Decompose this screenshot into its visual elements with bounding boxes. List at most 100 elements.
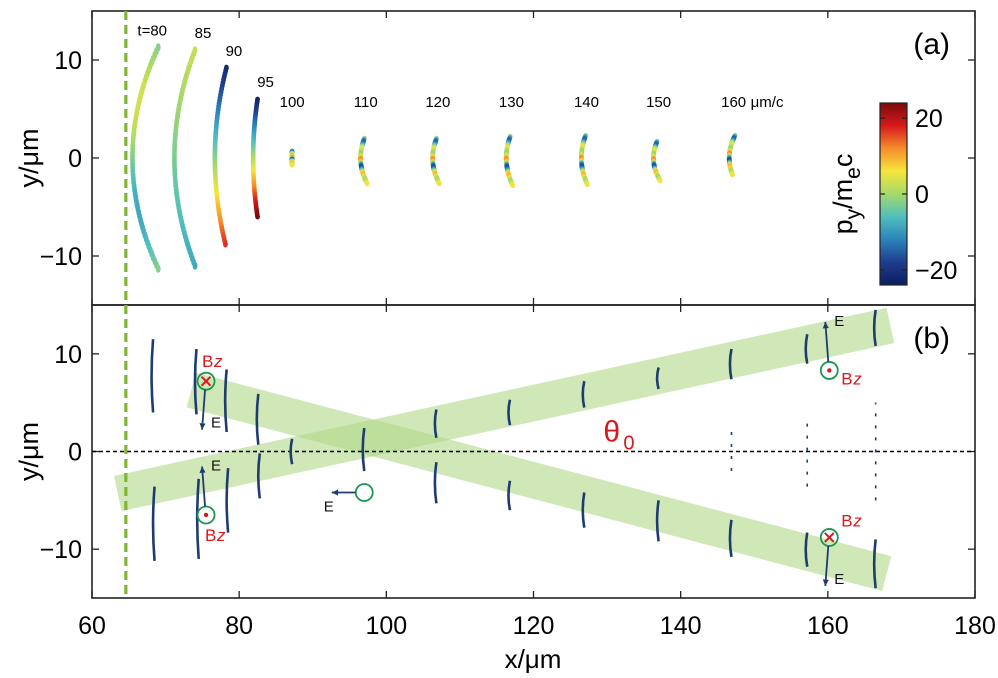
- snapshot-9: [651, 138, 663, 184]
- snapshot-2: [212, 64, 229, 248]
- dot-icon: [203, 512, 209, 518]
- colorbar-tick-label: 20: [915, 105, 943, 133]
- arrow-head-icon: [822, 579, 829, 586]
- time-label: t=80: [137, 22, 167, 39]
- e-field-arrow: [824, 321, 830, 363]
- time-label: 130: [499, 94, 524, 111]
- y-axis-label: y/μm: [14, 128, 44, 187]
- colorbar-tick-label: 0: [915, 181, 929, 209]
- e-field-arrow: [201, 389, 206, 430]
- panel-label: (b): [913, 322, 950, 355]
- field-front: [255, 393, 260, 445]
- snapshot-10: [726, 132, 738, 178]
- field-front: [872, 539, 877, 589]
- field-front: [150, 339, 155, 413]
- field-front: [151, 486, 156, 561]
- data-point: [223, 241, 228, 248]
- data-point: [364, 180, 370, 187]
- field-front: [256, 453, 262, 499]
- field-front: [655, 367, 660, 390]
- e-field-label: E: [834, 313, 844, 330]
- field-front: [804, 532, 809, 567]
- x-tick-label: 80: [225, 612, 253, 640]
- field-marker: E B z: [196, 457, 226, 545]
- field-circle-icon: [196, 371, 216, 391]
- field-circle-icon: [196, 505, 216, 525]
- y-tick-label: −10: [40, 536, 82, 564]
- bz-label: B: [841, 369, 852, 388]
- snapshot-5: [358, 135, 370, 187]
- time-label: 120: [425, 94, 450, 111]
- data-point: [730, 172, 735, 178]
- field-marker: E B z: [819, 511, 862, 588]
- e-field-label: E: [211, 415, 221, 432]
- x-axis-label: x/μm: [505, 644, 562, 674]
- colorbar-label-part: y: [842, 208, 865, 219]
- field-front: [872, 309, 877, 347]
- bz-label: B: [202, 352, 213, 371]
- cross-icon: [824, 532, 835, 543]
- panel-a: −10 0 10 y/μm (a) t=80 85 90 95 100 110 120 130 140 15…: [14, 10, 976, 306]
- cross-icon: [200, 375, 212, 387]
- field-front: [225, 467, 230, 533]
- time-label: 150: [646, 94, 671, 111]
- theta-subscript: 0: [623, 433, 634, 455]
- beam-band: [186, 372, 892, 591]
- arrow-head-icon: [822, 321, 829, 329]
- e-field-label: E: [211, 457, 221, 474]
- field-front: [433, 462, 438, 504]
- data-point: [657, 177, 663, 184]
- colorbar-label: py/mec: [828, 154, 865, 235]
- y-tick-label: 10: [54, 341, 82, 369]
- bz-subscript: z: [216, 526, 226, 545]
- field-marker: E B z: [819, 313, 862, 388]
- data-point: [289, 162, 295, 168]
- time-label: 95: [257, 74, 274, 91]
- x-axis: 60 80 100 120 140 160 180: [78, 612, 996, 640]
- x-tick-label: 140: [660, 612, 702, 640]
- time-label: 100: [280, 94, 305, 111]
- data-point: [584, 181, 590, 188]
- data-point: [436, 180, 442, 187]
- data-point: [510, 182, 516, 189]
- snapshot-3: [250, 96, 260, 220]
- field-circle-icon: [354, 483, 374, 502]
- field-front: [507, 399, 512, 426]
- time-unit-label: μm/c: [751, 94, 784, 111]
- time-label: 85: [195, 25, 212, 42]
- x-tick-label: 120: [513, 612, 555, 640]
- bz-subscript: z: [213, 352, 223, 371]
- field-front: [728, 519, 733, 558]
- field-front: [804, 334, 809, 364]
- field-front: [223, 369, 228, 433]
- field-front: [361, 427, 366, 472]
- y-axis-label: y/μm: [14, 422, 44, 481]
- field-front: [195, 478, 200, 560]
- bz-label: B: [841, 511, 852, 530]
- e-field-label: E: [834, 571, 844, 588]
- bz-subscript: z: [852, 511, 862, 530]
- y-tick-label: 0: [68, 439, 82, 467]
- snapshot-1: [172, 46, 198, 270]
- arrow-head-icon: [199, 423, 206, 430]
- beam-band: [113, 307, 895, 512]
- panel-label: (a): [913, 28, 950, 61]
- colorbar-label-part: /m: [828, 179, 858, 209]
- e-field-arrow: [824, 545, 830, 587]
- snapshot-8: [578, 132, 590, 188]
- field-front: [433, 409, 438, 439]
- bz-label: B: [205, 526, 216, 545]
- arrow-head-icon: [331, 489, 339, 496]
- snapshot-6: [430, 135, 442, 187]
- snapshot-0: [130, 43, 161, 273]
- time-label: 140: [574, 94, 599, 111]
- y-tick-label: −10: [40, 243, 82, 271]
- colorbar-tick-label: −20: [915, 257, 957, 285]
- field-front: [655, 500, 660, 542]
- data-point: [155, 264, 161, 273]
- field-front: [507, 480, 512, 511]
- y-tick-label: 10: [54, 47, 82, 75]
- colorbar: 20 0 −20 py/mec: [828, 102, 957, 286]
